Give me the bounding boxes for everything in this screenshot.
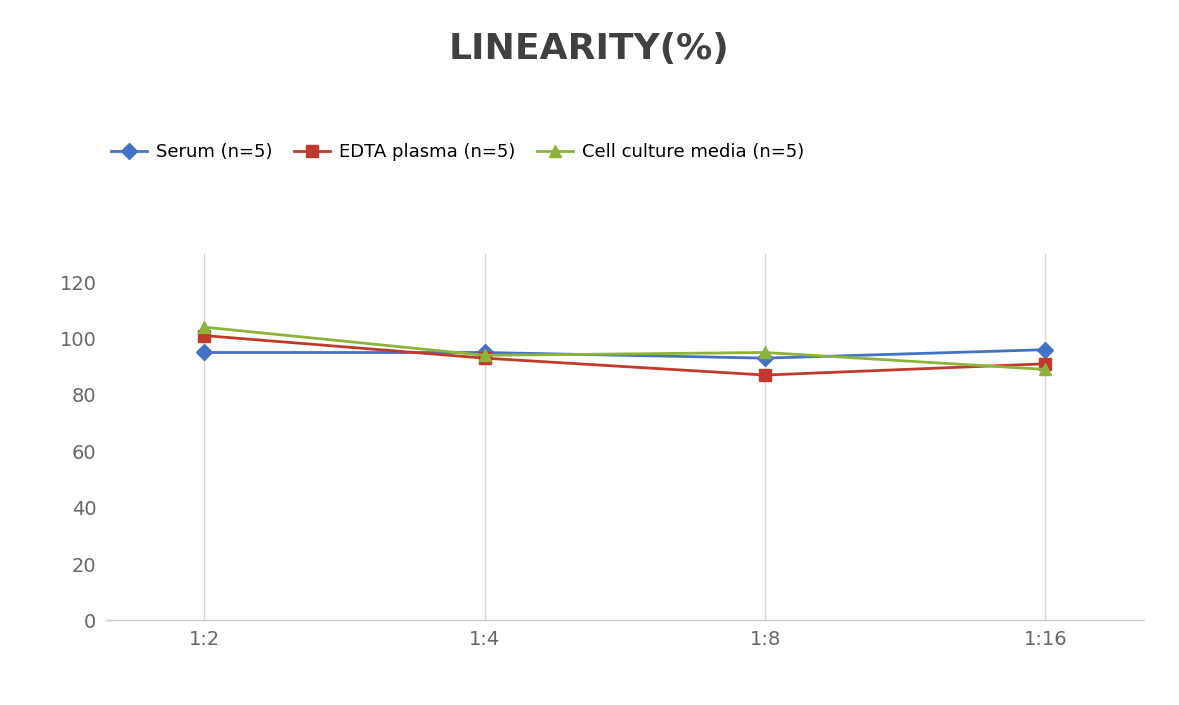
EDTA plasma (n=5) xyxy=(197,331,211,340)
Cell culture media (n=5) xyxy=(1039,365,1053,374)
Serum (n=5) xyxy=(758,354,772,362)
Line: EDTA plasma (n=5): EDTA plasma (n=5) xyxy=(199,330,1050,381)
Cell culture media (n=5) xyxy=(477,351,492,360)
Serum (n=5) xyxy=(477,348,492,357)
Serum (n=5) xyxy=(197,348,211,357)
EDTA plasma (n=5) xyxy=(758,371,772,379)
Cell culture media (n=5) xyxy=(758,348,772,357)
Line: Cell culture media (n=5): Cell culture media (n=5) xyxy=(198,321,1052,376)
Cell culture media (n=5) xyxy=(197,323,211,331)
EDTA plasma (n=5) xyxy=(1039,360,1053,368)
Serum (n=5) xyxy=(1039,345,1053,354)
Line: Serum (n=5): Serum (n=5) xyxy=(199,344,1050,364)
EDTA plasma (n=5) xyxy=(477,354,492,362)
Legend: Serum (n=5), EDTA plasma (n=5), Cell culture media (n=5): Serum (n=5), EDTA plasma (n=5), Cell cul… xyxy=(104,136,811,168)
Text: LINEARITY(%): LINEARITY(%) xyxy=(449,32,730,66)
